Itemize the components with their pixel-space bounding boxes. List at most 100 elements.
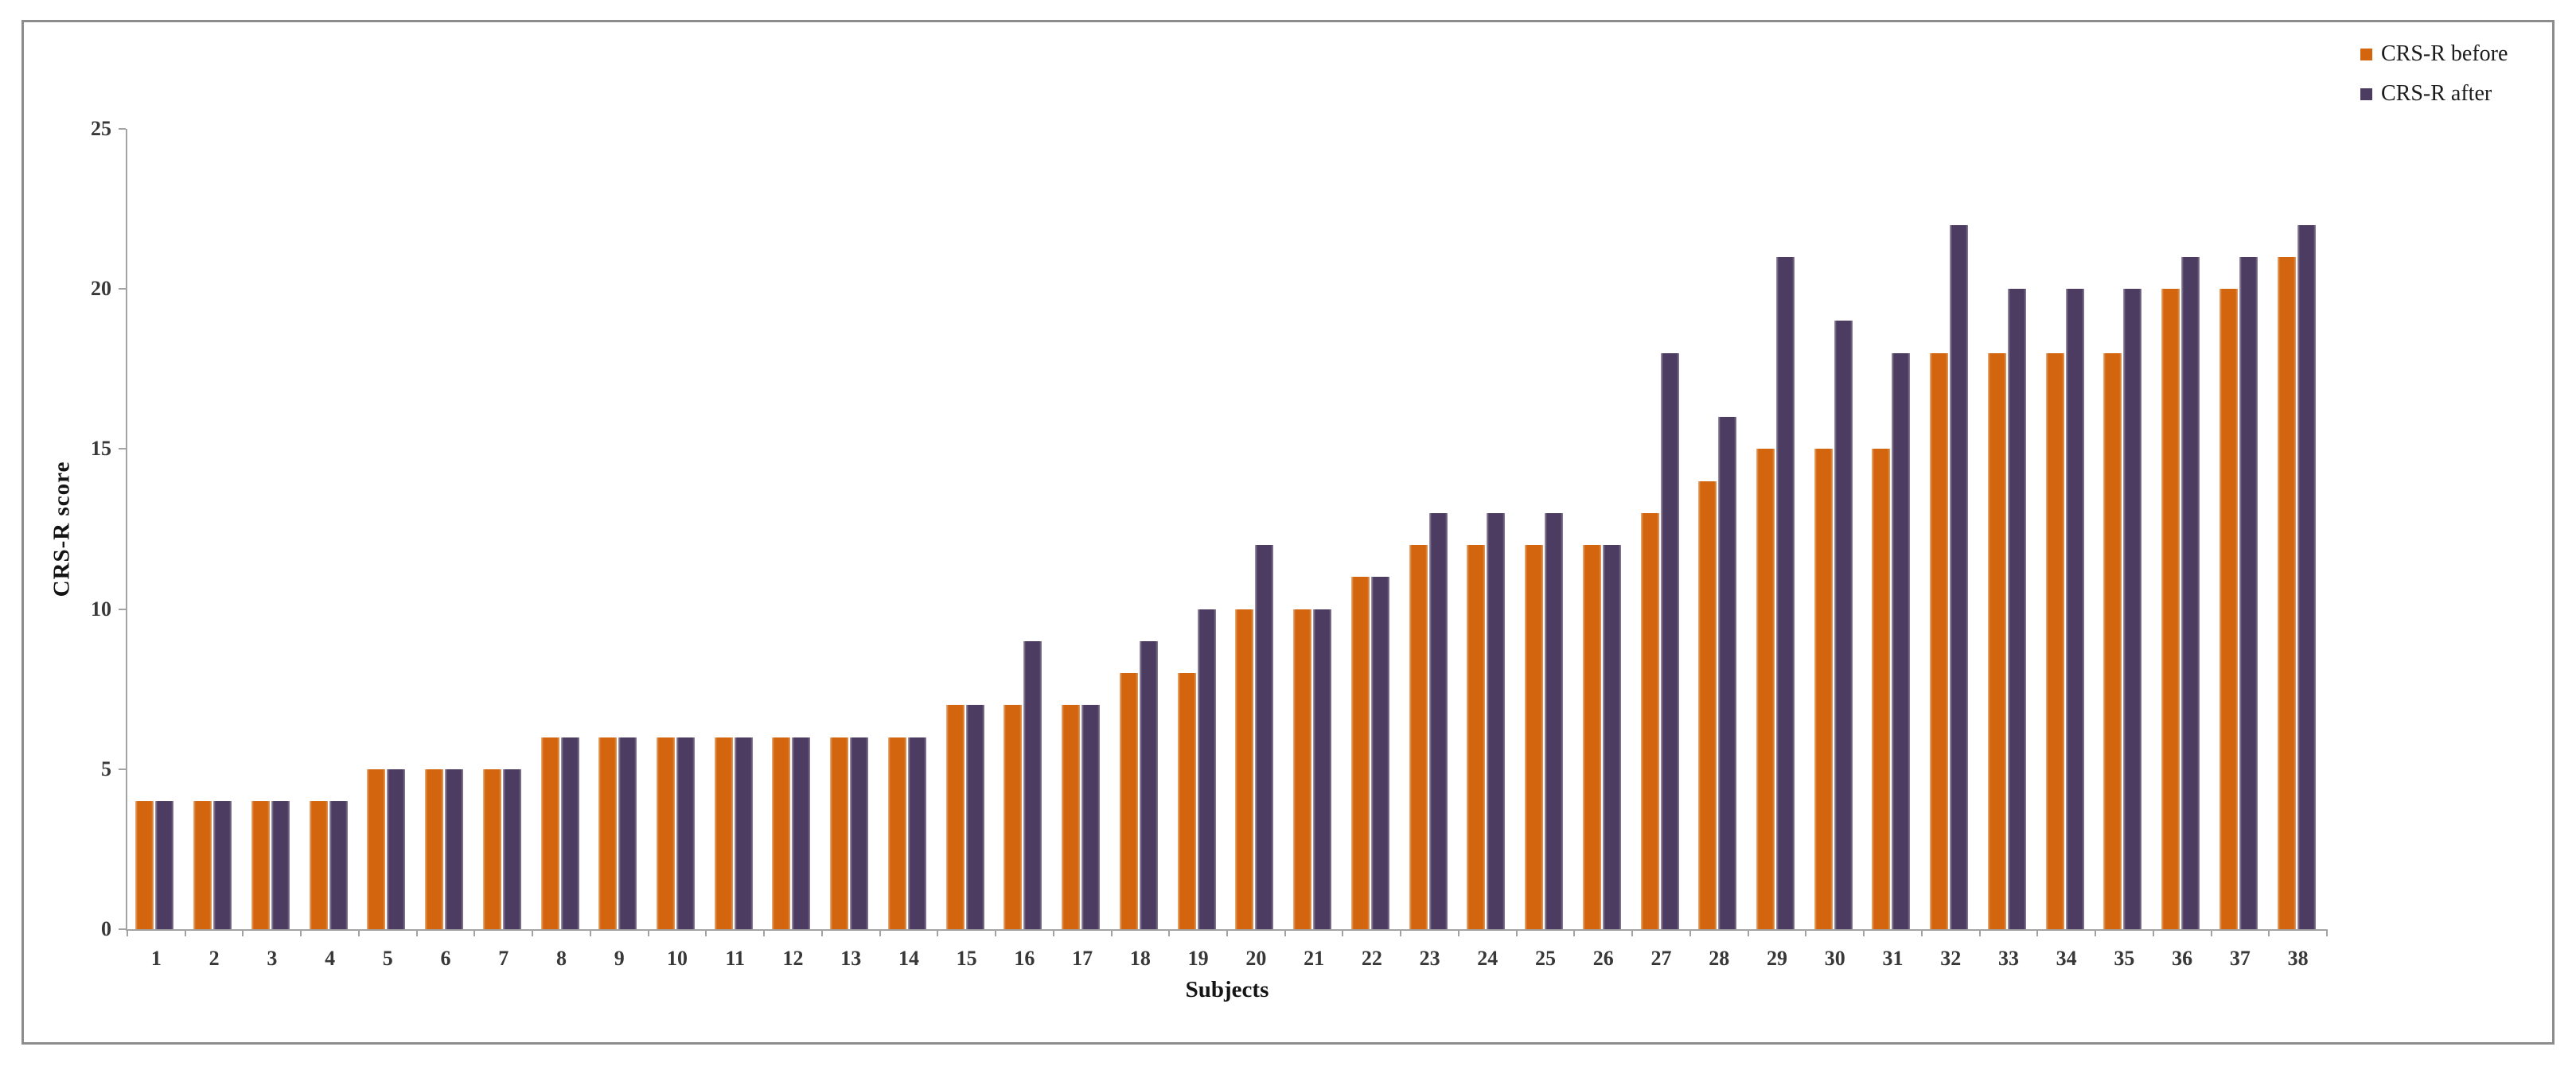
y-tick-label: 10 <box>91 597 111 621</box>
bar-group-subject-33 <box>1978 129 2036 929</box>
bar-after-subject-8 <box>560 737 579 929</box>
x-tick-label: 4 <box>325 947 336 970</box>
x-tick-label: 22 <box>1361 947 1382 970</box>
bar-before-subject-27 <box>1640 512 1659 929</box>
bar-group-subject-28 <box>1689 129 1747 929</box>
x-tick-mark <box>242 929 244 936</box>
x-tick-mark <box>415 929 418 936</box>
bar-group-subject-38 <box>2267 129 2325 929</box>
bar-after-subject-36 <box>2181 256 2200 929</box>
bar-after-subject-1 <box>155 801 174 929</box>
bar-after-subject-20 <box>1255 545 1274 929</box>
bar-before-subject-28 <box>1698 481 1717 929</box>
bar-before-subject-20 <box>1235 609 1254 929</box>
bar-after-subject-21 <box>1313 609 1332 929</box>
legend-label-after: CRS-R after <box>2381 81 2492 106</box>
bar-group-subject-5 <box>357 129 415 929</box>
x-axis-title: Subjects <box>1185 977 1269 1002</box>
x-tick-mark <box>2210 929 2212 936</box>
bar-group-subject-31 <box>1862 129 1920 929</box>
x-tick-label: 35 <box>2114 947 2135 970</box>
bar-after-subject-31 <box>1892 352 1911 929</box>
bar-after-subject-10 <box>676 737 695 929</box>
bar-group-subject-23 <box>1399 129 1457 929</box>
bar-before-subject-17 <box>1062 705 1081 929</box>
x-tick-label: 38 <box>2287 947 2309 970</box>
x-tick-mark <box>532 929 534 936</box>
bar-after-subject-23 <box>1428 512 1448 929</box>
x-tick-mark <box>705 929 707 936</box>
x-tick-mark <box>1284 929 1286 936</box>
x-tick-label: 9 <box>614 947 625 970</box>
x-tick-mark <box>127 929 128 936</box>
x-tick-label: 33 <box>1997 947 2019 970</box>
bar-group-subject-12 <box>762 129 820 929</box>
bar-after-subject-37 <box>2239 256 2258 929</box>
x-tick-label: 29 <box>1766 947 1787 970</box>
bar-after-subject-13 <box>850 737 869 929</box>
x-tick-mark <box>1920 929 1923 936</box>
bar-before-subject-1 <box>135 801 154 929</box>
bar-group-subject-7 <box>473 129 531 929</box>
x-tick-label: 28 <box>1709 947 1730 970</box>
y-tick-label: 25 <box>91 117 111 140</box>
bar-before-subject-29 <box>1756 449 1775 929</box>
legend-item-after: CRS-R after <box>2360 80 2508 108</box>
x-tick-label: 23 <box>1419 947 1440 970</box>
x-tick-mark <box>1226 929 1228 936</box>
bar-group-subject-2 <box>184 129 242 929</box>
bar-before-subject-6 <box>425 769 444 929</box>
bar-after-subject-22 <box>1370 577 1389 929</box>
x-tick-mark <box>1457 929 1459 936</box>
bar-group-subject-9 <box>589 129 647 929</box>
bar-after-subject-12 <box>792 737 811 929</box>
x-tick-mark <box>1805 929 1807 936</box>
bar-before-subject-34 <box>2045 352 2064 929</box>
bar-after-subject-3 <box>271 801 290 929</box>
x-tick-mark <box>1400 929 1402 936</box>
x-tick-mark <box>184 929 186 936</box>
bar-after-subject-7 <box>502 769 521 929</box>
legend-swatch-before-icon <box>2360 48 2372 60</box>
bar-group-subject-16 <box>994 129 1052 929</box>
bar-group-subject-22 <box>1341 129 1399 929</box>
x-tick-mark <box>474 929 476 936</box>
x-tick-label: 24 <box>1477 947 1498 970</box>
bar-before-subject-21 <box>1293 609 1312 929</box>
bar-before-subject-4 <box>309 801 328 929</box>
bar-before-subject-19 <box>1177 673 1196 929</box>
x-tick-mark <box>763 929 766 936</box>
x-tick-label: 26 <box>1592 947 1614 970</box>
y-tick-mark <box>119 768 126 770</box>
bar-after-subject-25 <box>1545 512 1564 929</box>
bar-before-subject-13 <box>830 737 849 929</box>
bar-group-subject-36 <box>2152 129 2210 929</box>
x-tick-mark <box>1168 929 1171 936</box>
bar-group-subject-18 <box>1110 129 1168 929</box>
x-tick-mark <box>1747 929 1749 936</box>
y-tick-label: 15 <box>91 437 111 461</box>
bar-before-subject-38 <box>2277 256 2296 929</box>
bar-before-subject-25 <box>1525 545 1544 929</box>
bar-before-subject-36 <box>2161 289 2180 929</box>
bar-after-subject-29 <box>1775 256 1795 929</box>
x-tick-label: 18 <box>1129 947 1151 970</box>
x-tick-label: 12 <box>782 947 804 970</box>
x-tick-mark <box>879 929 881 936</box>
bar-before-subject-9 <box>598 737 618 929</box>
x-tick-label: 11 <box>725 947 746 970</box>
bar-after-subject-16 <box>1023 640 1042 929</box>
x-tick-label: 15 <box>956 947 977 970</box>
bar-before-subject-26 <box>1582 545 1601 929</box>
bar-group-subject-26 <box>1572 129 1631 929</box>
bar-group-subject-34 <box>2036 129 2094 929</box>
x-tick-mark <box>647 929 649 936</box>
x-tick-label: 13 <box>840 947 862 970</box>
bar-group-subject-3 <box>241 129 299 929</box>
bar-group-subject-21 <box>1284 129 1342 929</box>
x-tick-label: 16 <box>1014 947 1035 970</box>
bar-group-subject-30 <box>1804 129 1862 929</box>
bar-before-subject-8 <box>540 737 559 929</box>
x-tick-mark <box>1631 929 1634 936</box>
